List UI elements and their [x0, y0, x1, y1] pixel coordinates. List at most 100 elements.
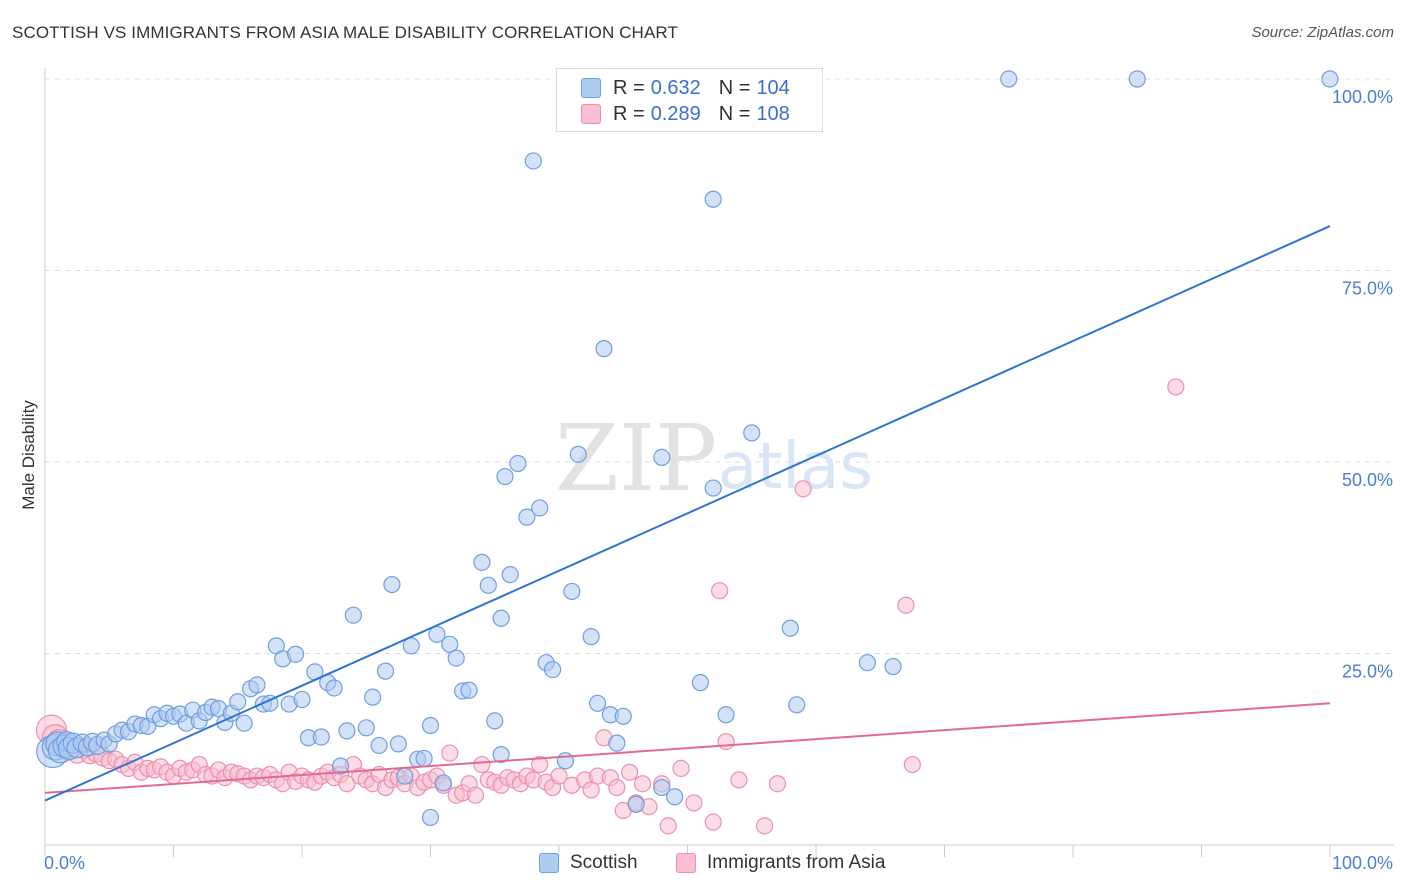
scottish-point: [543, 660, 562, 679]
series-scottish-points: [36, 70, 1339, 827]
scottish-point: [331, 757, 350, 775]
asia-point: [582, 781, 600, 799]
scottish-point: [884, 657, 902, 676]
asia-point: [730, 771, 748, 789]
legend-r-label: R =: [613, 102, 645, 125]
scottish-point: [524, 152, 542, 170]
asia-point: [704, 813, 722, 831]
x-tick-labels: 0.0% 100.0%: [44, 853, 1393, 873]
scottish-point: [421, 716, 440, 735]
scottish-point: [595, 340, 613, 358]
scottish-point: [704, 479, 722, 497]
asia-point: [711, 582, 729, 600]
axes: [44, 68, 1394, 857]
scottish-point: [691, 674, 709, 692]
bottom-legend-label-scottish: Scottish: [570, 852, 638, 873]
asia-point: [531, 755, 549, 774]
scottish-point: [788, 696, 806, 714]
asia-point: [621, 763, 639, 781]
scottish-point: [415, 749, 433, 768]
x-tick-label: 0.0%: [44, 853, 85, 873]
trend-lines: [44, 225, 1331, 802]
legend-swatch-scottish: [581, 78, 601, 98]
scottish-point: [1128, 70, 1146, 88]
asia-point: [685, 794, 703, 812]
scottish-point: [376, 662, 395, 680]
asia-point: [338, 775, 356, 793]
asia-point: [466, 786, 485, 804]
scottish-point: [582, 628, 600, 646]
asia-point: [473, 755, 491, 774]
scottish-point: [441, 635, 459, 653]
scottish-point: [569, 445, 587, 463]
scottish-point: [781, 619, 799, 637]
scottish-point: [229, 693, 247, 711]
scottish-point: [325, 679, 343, 697]
scottish-point: [492, 746, 510, 764]
scottish-point: [479, 576, 497, 594]
legend-n-value-asia: 108: [756, 102, 790, 125]
asia-point: [897, 596, 915, 614]
scottish-point: [704, 190, 722, 208]
scottish-point: [473, 553, 491, 571]
scottish-point: [743, 424, 761, 442]
scottish-point: [858, 654, 877, 672]
scottish-point: [389, 735, 407, 753]
scottish-point: [460, 681, 478, 699]
bottom-legend: Scottish Immigrants from Asia: [0, 852, 1406, 878]
asia-point: [633, 775, 652, 793]
asia-point: [608, 778, 626, 797]
y-tick-label: 25.0%: [1342, 662, 1393, 682]
scottish-point: [383, 575, 401, 594]
legend-row-asia: R = 0.289 N = 108: [581, 102, 790, 126]
scottish-point: [286, 645, 305, 663]
chart-source: Source: ZipAtlas.com: [1251, 24, 1394, 41]
scottish-point: [312, 728, 330, 746]
scottish-point: [653, 778, 671, 797]
legend-n-label: N =: [718, 76, 751, 99]
scottish-point: [486, 712, 504, 730]
scottish-point: [248, 676, 266, 694]
asia-point: [903, 755, 921, 774]
scottish-point: [370, 736, 388, 755]
y-tick-labels: 100.0% 75.0% 50.0% 25.0%: [1332, 87, 1393, 682]
asia-point: [768, 775, 787, 793]
y-tick-label: 75.0%: [1342, 279, 1393, 299]
scottish-point: [357, 719, 375, 737]
scottish-point: [653, 448, 671, 467]
asia-point: [794, 480, 812, 498]
scottish-point: [563, 582, 581, 601]
scottish-point: [492, 609, 510, 627]
scottish-point: [293, 690, 311, 709]
trend-line-asia: [44, 702, 1331, 794]
scottish-point: [608, 734, 626, 752]
grid-lines: [45, 78, 1394, 654]
y-tick-label: 100.0%: [1332, 87, 1393, 107]
asia-point: [1167, 378, 1185, 396]
scottish-point: [666, 788, 684, 806]
asia-point: [441, 744, 459, 762]
legend-swatch-asia: [581, 104, 601, 124]
scottish-point: [1321, 70, 1339, 88]
bottom-legend-swatch-asia: [676, 853, 696, 873]
scottish-point: [518, 508, 536, 526]
asia-point: [672, 759, 690, 778]
scottish-point: [344, 606, 362, 624]
y-tick-label: 50.0%: [1342, 470, 1393, 490]
scottish-point: [717, 706, 735, 724]
scottish-point: [588, 694, 607, 712]
scottish-point: [235, 714, 253, 732]
asia-point: [755, 817, 774, 835]
bottom-legend-scottish: Scottish: [539, 852, 638, 874]
asia-point: [717, 732, 735, 751]
scottish-point: [531, 499, 549, 517]
legend-row-scottish: R = 0.632 N = 104: [581, 76, 790, 100]
bottom-legend-label-asia: Immigrants from Asia: [707, 852, 886, 873]
scottish-point: [338, 722, 356, 740]
legend-n-value-scottish: 104: [756, 76, 790, 99]
legend-r-value-scottish: 0.632: [650, 76, 701, 99]
x-tick-label: 100.0%: [1332, 853, 1393, 873]
legend-r-value-asia: 0.289: [650, 102, 701, 125]
legend-r-label: R =: [613, 76, 645, 99]
